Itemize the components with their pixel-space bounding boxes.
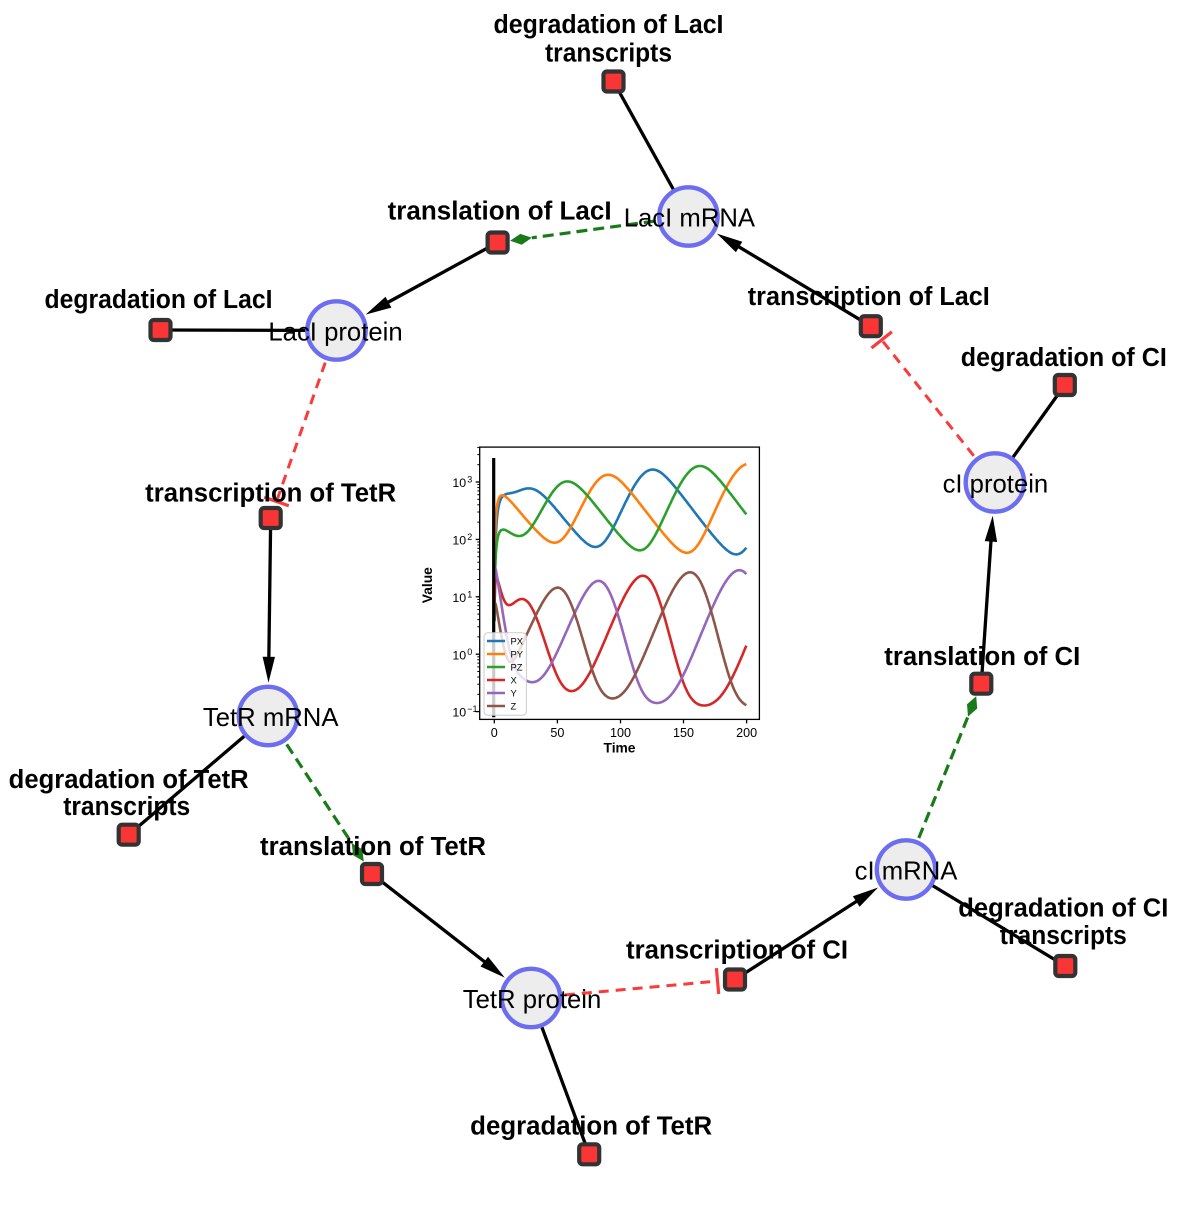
svg-text:degradation of LacI: degradation of LacI: [45, 286, 273, 314]
svg-text:transcription of LacI: transcription of LacI: [748, 283, 990, 311]
svg-text:50: 50: [550, 726, 564, 740]
svg-text:Value: Value: [420, 567, 435, 603]
svg-text:transcripts: transcripts: [1000, 922, 1127, 950]
svg-text:degradation of CI: degradation of CI: [961, 344, 1167, 372]
svg-text:transcription of TetR: transcription of TetR: [145, 480, 396, 508]
svg-text:3: 3: [467, 475, 472, 485]
svg-text:transcription of CI: transcription of CI: [626, 937, 848, 965]
svg-text:10: 10: [452, 706, 466, 720]
svg-text:PZ: PZ: [511, 661, 523, 672]
svg-text:degradation of TetR: degradation of TetR: [9, 766, 249, 794]
svg-text:100: 100: [610, 726, 631, 740]
svg-text:1: 1: [467, 589, 472, 599]
svg-text:0: 0: [467, 647, 472, 657]
svg-text:PX: PX: [511, 635, 524, 646]
svg-text:TetR protein: TetR protein: [463, 986, 602, 1014]
svg-text:Time: Time: [604, 741, 636, 756]
svg-text:150: 150: [673, 726, 694, 740]
svg-text:Z: Z: [511, 700, 517, 711]
svg-text:translation of LacI: translation of LacI: [388, 198, 612, 226]
svg-text:2: 2: [467, 532, 472, 542]
svg-text:degradation of LacI: degradation of LacI: [494, 11, 724, 39]
svg-text:Y: Y: [511, 687, 518, 698]
svg-text:10: 10: [452, 534, 466, 548]
svg-text:−1: −1: [467, 704, 477, 714]
svg-text:10: 10: [452, 648, 466, 662]
svg-text:10: 10: [452, 591, 466, 605]
svg-text:LacI protein: LacI protein: [268, 319, 402, 347]
svg-text:transcripts: transcripts: [545, 40, 672, 68]
svg-text:TetR mRNA: TetR mRNA: [203, 704, 339, 732]
svg-text:translation of CI: translation of CI: [884, 643, 1080, 671]
svg-text:200: 200: [736, 726, 757, 740]
svg-text:degradation of CI: degradation of CI: [958, 895, 1168, 923]
svg-text:cI mRNA: cI mRNA: [855, 858, 959, 886]
svg-text:cI protein: cI protein: [943, 471, 1049, 499]
svg-text:PY: PY: [511, 648, 524, 659]
svg-text:X: X: [511, 674, 518, 685]
svg-text:10: 10: [452, 476, 466, 490]
svg-text:transcripts: transcripts: [63, 793, 190, 821]
svg-text:LacI mRNA: LacI mRNA: [624, 205, 756, 233]
svg-text:translation of TetR: translation of TetR: [260, 833, 486, 861]
svg-text:degradation of TetR: degradation of TetR: [470, 1112, 712, 1140]
svg-text:0: 0: [491, 726, 498, 740]
